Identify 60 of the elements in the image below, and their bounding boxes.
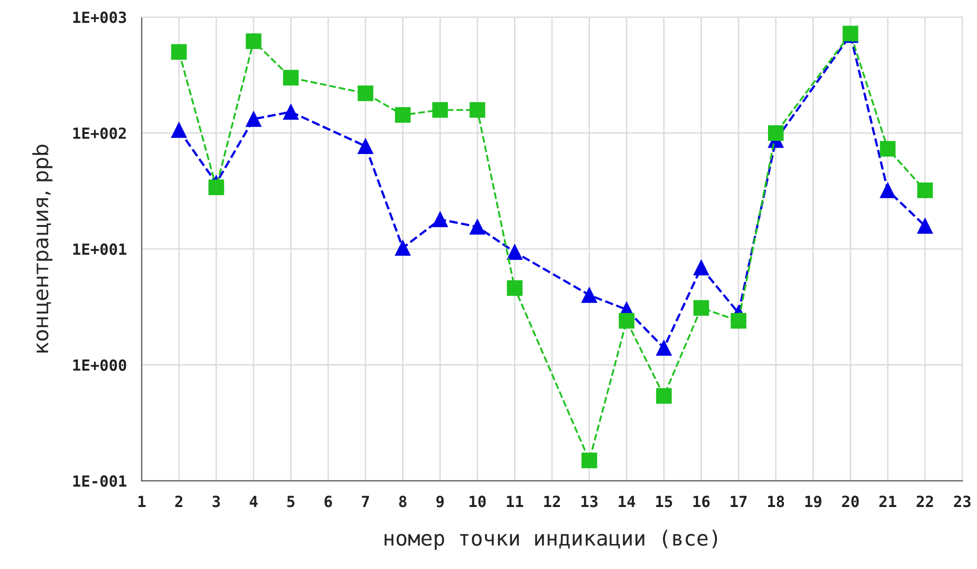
point <box>208 180 224 196</box>
x-tick-label: 11 <box>506 496 524 507</box>
point <box>358 138 374 154</box>
x-tick-label: 6 <box>324 496 332 508</box>
x-tick-label: 14 <box>618 496 636 507</box>
point <box>506 244 523 260</box>
point <box>917 218 933 234</box>
point <box>880 182 896 198</box>
point <box>171 44 187 60</box>
x-tick-label: 17 <box>730 496 747 507</box>
x-tick-label: 12 <box>544 496 560 507</box>
y-tick-label: 1E+002 <box>73 127 126 140</box>
x-tick-label: 4 <box>250 496 258 507</box>
x-tick-label: 18 <box>768 496 784 508</box>
x-tick-label: 21 <box>879 496 896 507</box>
x-tick-label: 3 <box>212 496 220 508</box>
point <box>246 33 262 49</box>
x-tick-label: 22 <box>916 496 933 507</box>
x-tick-label: 2 <box>175 496 182 507</box>
y-tick-label: 1E+001 <box>73 243 126 255</box>
point <box>432 102 448 118</box>
point <box>880 141 896 157</box>
point <box>432 212 448 228</box>
point <box>693 300 710 316</box>
point <box>730 312 746 329</box>
y-tick-label: 1E+000 <box>73 359 126 371</box>
point <box>394 107 411 123</box>
y-tick-label: 1E+003 <box>73 12 126 24</box>
point <box>283 104 299 120</box>
x-tick-label: 7 <box>362 496 369 507</box>
point <box>917 182 933 198</box>
x-tick-label: 8 <box>399 496 406 508</box>
x-axis-title: номер точки индикации (все) <box>384 530 718 550</box>
point <box>283 70 299 86</box>
point <box>656 388 672 404</box>
point <box>470 102 486 118</box>
point <box>358 85 374 102</box>
point <box>581 287 598 303</box>
point <box>693 260 710 276</box>
x-tick-label: 13 <box>582 496 598 508</box>
y-tick-label: 1E-001 <box>73 475 126 487</box>
point <box>246 111 262 127</box>
y-axis-title: концентрация, ppb <box>32 144 52 352</box>
x-tick-label: 20 <box>842 496 859 508</box>
point <box>656 340 672 356</box>
point <box>470 219 486 235</box>
x-tick-label: 9 <box>436 496 444 508</box>
x-tick-label: 5 <box>287 496 294 508</box>
x-tick-label: 10 <box>470 496 486 508</box>
x-tick-label: 23 <box>954 496 971 508</box>
x-tick-label: 16 <box>693 496 710 508</box>
point <box>581 452 598 468</box>
point <box>171 122 187 138</box>
point <box>618 312 634 329</box>
point <box>506 280 523 296</box>
x-tick-label: 15 <box>656 496 672 508</box>
point <box>768 125 784 141</box>
x-tick-label: 19 <box>805 496 822 508</box>
point <box>394 240 411 256</box>
x-tick-label: 1 <box>138 496 146 507</box>
